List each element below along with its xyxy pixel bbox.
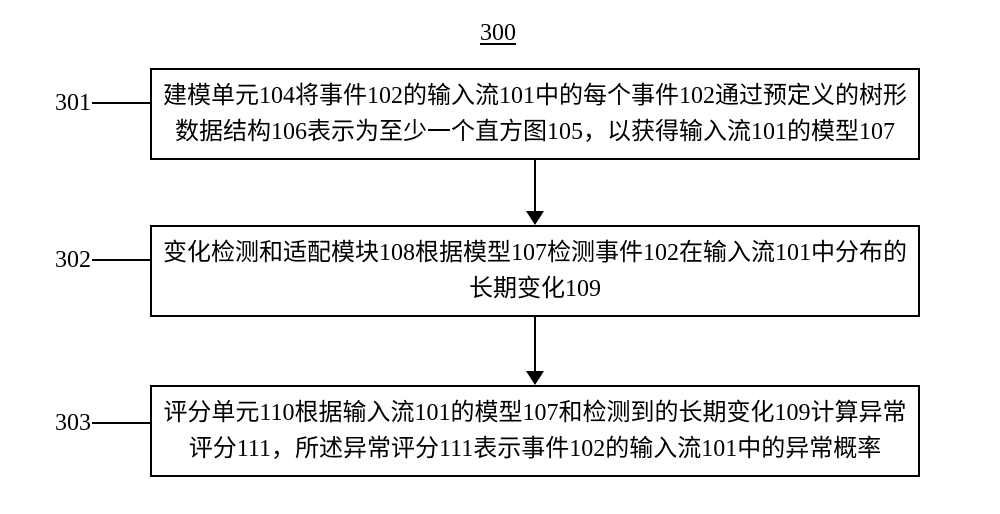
arrow-302-to-303-line [534, 317, 536, 371]
step-301-text: 建模单元104将事件102的输入流101中的每个事件102通过预定义的树形数据结… [162, 78, 908, 150]
step-302-text: 变化检测和适配模块108根据模型107检测事件102在输入流101中分布的长期变… [162, 235, 908, 307]
step-301-box: 建模单元104将事件102的输入流101中的每个事件102通过预定义的树形数据结… [150, 68, 920, 160]
step-302-label: 302 [55, 247, 91, 274]
arrow-301-to-302-head [526, 211, 544, 225]
step-301-label: 301 [55, 90, 91, 117]
step-303-text: 评分单元110根据输入流101的模型107和检测到的长期变化109计算异常评分1… [162, 395, 908, 467]
leader-line-301 [92, 101, 150, 105]
flowchart-canvas: 300 建模单元104将事件102的输入流101中的每个事件102通过预定义的树… [0, 0, 1000, 514]
leader-line-302 [92, 258, 150, 262]
step-303-box: 评分单元110根据输入流101的模型107和检测到的长期变化109计算异常评分1… [150, 385, 920, 477]
step-302-box: 变化检测和适配模块108根据模型107检测事件102在输入流101中分布的长期变… [150, 225, 920, 317]
step-303-label: 303 [55, 410, 91, 437]
figure-number-title: 300 [480, 20, 516, 47]
arrow-301-to-302-line [534, 160, 536, 211]
leader-line-303 [92, 421, 150, 425]
arrow-302-to-303-head [526, 371, 544, 385]
